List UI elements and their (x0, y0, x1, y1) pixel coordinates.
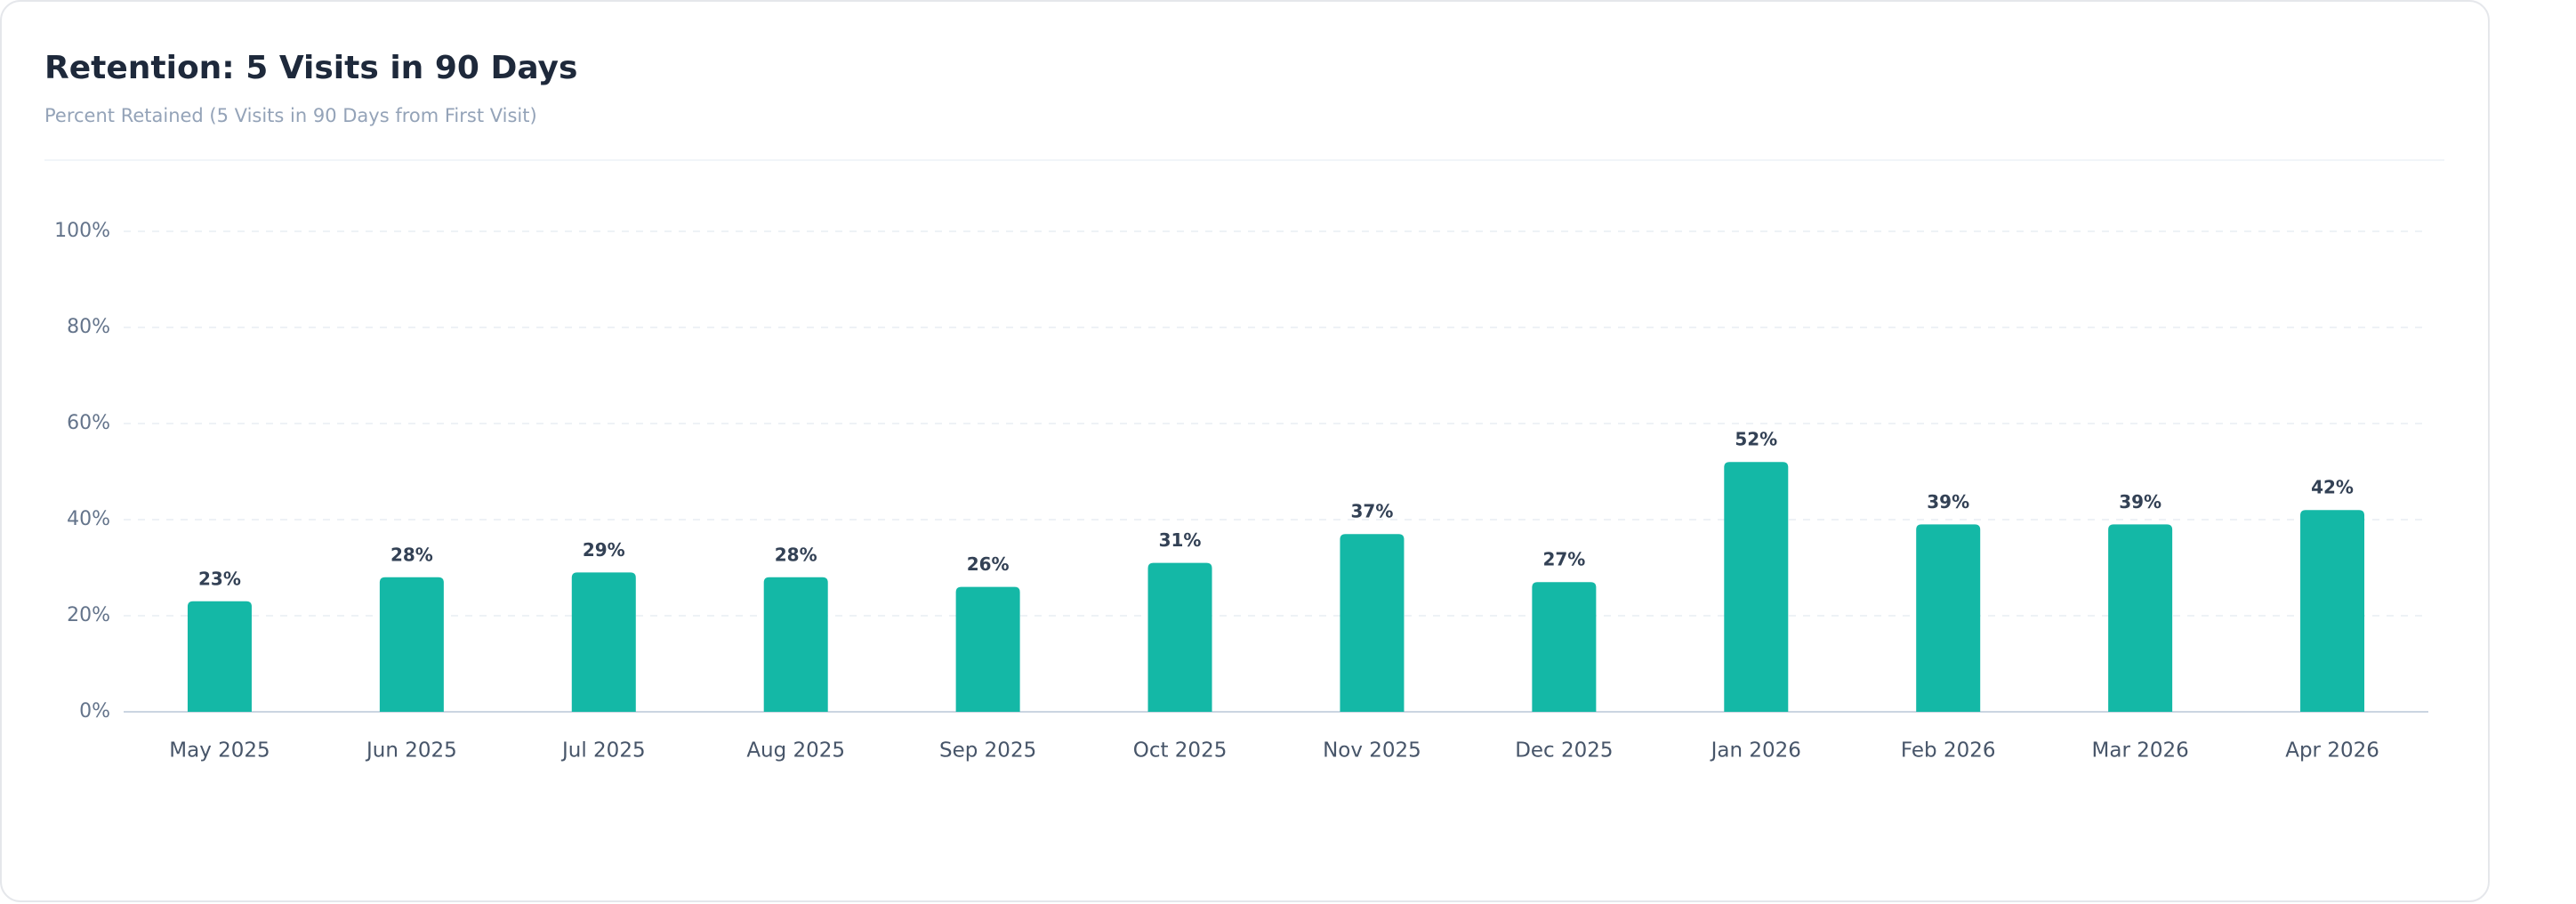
x-tick-label: Dec 2025 (1515, 739, 1613, 763)
value-label: 39% (2119, 491, 2161, 513)
bar (1532, 582, 1597, 712)
value-label: 26% (967, 553, 1010, 575)
value-label: 52% (1735, 429, 1777, 450)
value-label: 29% (583, 539, 625, 561)
value-label: 27% (1542, 549, 1585, 570)
y-tick-label: 80% (67, 316, 110, 338)
value-label: 28% (390, 544, 433, 565)
x-tick-label: Jun 2025 (365, 739, 457, 763)
value-label: 37% (1351, 501, 1394, 522)
value-label: 42% (2311, 477, 2354, 498)
x-tick-label: Mar 2026 (2092, 739, 2189, 763)
x-tick-label: Jan 2026 (1710, 739, 1801, 763)
x-tick-label: May 2025 (169, 739, 270, 763)
bar (1724, 462, 1789, 712)
chart-subtitle: Percent Retained (5 Visits in 90 Days fr… (44, 105, 537, 126)
bar (1147, 562, 1212, 712)
chart-title: Retention: 5 Visits in 90 Days (44, 50, 577, 86)
y-tick-label: 20% (67, 604, 110, 626)
x-tick-label: Aug 2025 (746, 739, 845, 763)
x-tick-label: Feb 2026 (1901, 739, 1996, 763)
bar (571, 572, 636, 712)
y-tick-label: 100% (54, 220, 110, 242)
x-tick-label: Oct 2025 (1133, 739, 1228, 763)
x-tick-label: Nov 2025 (1323, 739, 1421, 763)
value-label: 31% (1159, 529, 1202, 551)
bar (379, 577, 444, 712)
y-tick-label: 60% (67, 412, 110, 434)
y-tick-label: 0% (79, 700, 110, 722)
bar (1916, 524, 1981, 712)
bar (2108, 524, 2173, 712)
value-label: 39% (1927, 491, 1969, 513)
x-tick-label: Sep 2025 (939, 739, 1036, 763)
bar (1340, 534, 1405, 712)
card (0, 0, 2490, 902)
value-label: 23% (198, 568, 241, 589)
bar (763, 577, 828, 712)
x-tick-label: Jul 2025 (560, 739, 646, 763)
value-label: 28% (775, 544, 817, 565)
bar (955, 586, 1020, 712)
y-tick-label: 40% (67, 508, 110, 530)
bar (187, 601, 252, 712)
bar (2300, 510, 2365, 712)
x-tick-label: Apr 2026 (2285, 739, 2379, 763)
